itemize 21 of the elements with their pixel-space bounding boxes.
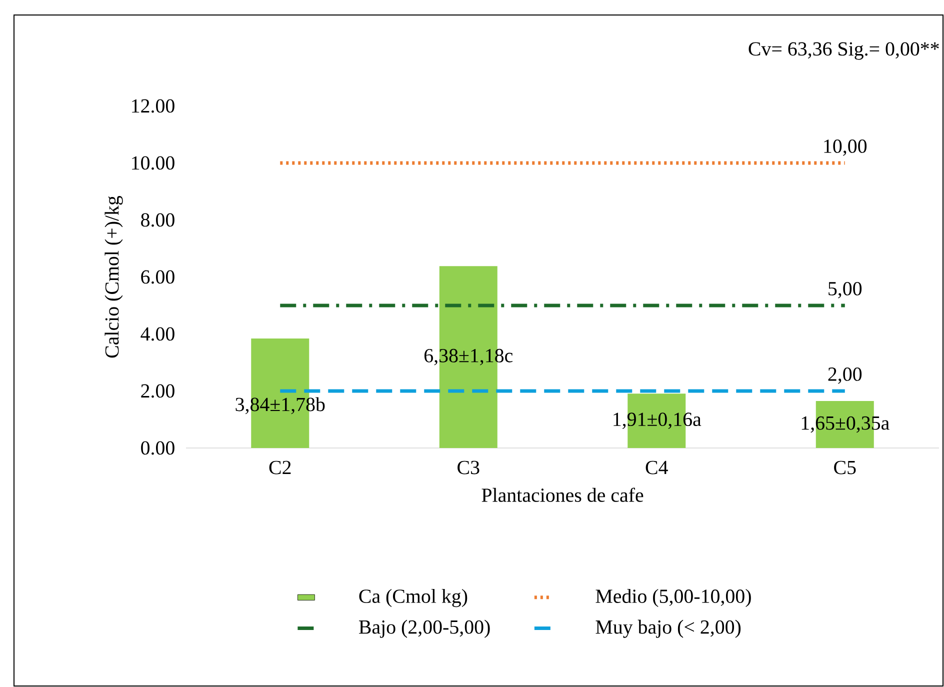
legend-label: Bajo (2,00-5,00) [359, 620, 490, 638]
x-tick-label: C2 [269, 460, 291, 474]
y-tick-label: 6.00 [141, 270, 174, 284]
data-label: 5,00 [828, 282, 862, 298]
y-tick-label: 10.00 [132, 156, 174, 170]
legend-label: Medio (5,00-10,00) [596, 588, 751, 608]
y-tick-label: 0.00 [141, 441, 174, 455]
data-label: 2,00 [828, 367, 862, 384]
y-tick-label: 12.00 [132, 99, 174, 113]
legend-label: Muy bajo (< 2,00) [596, 620, 741, 638]
x-tick-label: C3 [458, 460, 480, 474]
y-tick-label: 4.00 [140, 327, 174, 341]
y-tick-label: 2.00 [141, 384, 174, 398]
x-tick-label: C4 [646, 460, 668, 474]
y-axis-title: Calcio (Cmol (+)/kg [104, 196, 123, 358]
legend-label: Ca (Cmol kg) [359, 588, 468, 608]
text: Cv= 63,36 Sig.= 0,00** [748, 42, 939, 60]
x-tick-label: C5 [834, 460, 856, 474]
data-label: 10,00 [824, 139, 867, 156]
y-tick-label: 8.00 [141, 213, 174, 227]
x-axis-title: Plantaciones de cafe [482, 488, 644, 502]
